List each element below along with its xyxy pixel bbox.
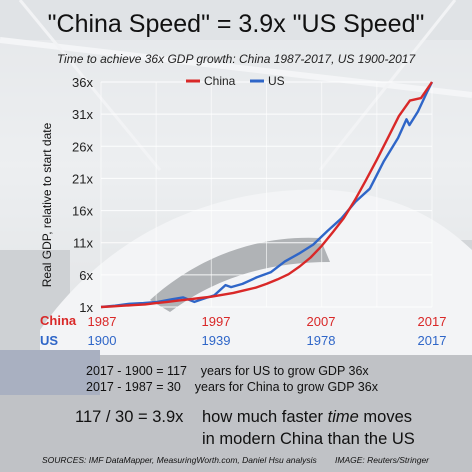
conclusion-text-b: moves [358, 408, 412, 426]
conclusion-italic: time [327, 408, 359, 426]
china-series-line [100, 81, 433, 309]
y-tick-label: 16x [72, 204, 93, 219]
speed-ratio: 117 / 30 = 3.9x [75, 408, 184, 426]
us-x-label: 2017 [418, 333, 447, 348]
us-series-line [100, 81, 434, 309]
china-years-stat: 2017 - 1987 = 30 years for China to grow… [86, 380, 378, 394]
us-years-stat: 2017 - 1900 = 117 years for US to grow G… [86, 364, 369, 378]
chart-subtitle: Time to achieve 36x GDP growth: China 19… [56, 52, 416, 66]
legend: China US [186, 74, 285, 88]
us-x-label: 1900 [88, 333, 117, 348]
image-credit: IMAGE: Reuters/Stringer [335, 455, 430, 465]
y-axis-ticks: 1x 6x 11x 16x 21x 26x 31x 36x [72, 75, 93, 315]
x-axis-labels: 1987 1997 2007 2017 1900 1939 1978 2017 [88, 314, 447, 348]
y-tick-label: 1x [79, 300, 93, 315]
china-x-label: 2007 [307, 314, 336, 329]
y-tick-label: 31x [72, 107, 93, 122]
us-axis-row-label: US [40, 333, 59, 348]
conclusion-line-2: in modern China than the US [202, 430, 415, 448]
y-tick-label: 36x [72, 75, 93, 90]
y-axis-label: Real GDP, relative to start date [40, 122, 54, 287]
y-tick-label: 11x [73, 236, 93, 251]
y-tick-label: 6x [79, 268, 93, 283]
conclusion-text-a: how much faster [202, 408, 328, 426]
china-axis-row-label: China [40, 313, 77, 328]
conclusion-line-1: how much faster time moves [202, 408, 412, 427]
series-lines [100, 81, 434, 309]
us-x-label: 1978 [307, 333, 336, 348]
china-x-label: 1987 [88, 314, 117, 329]
us-x-label: 1939 [202, 333, 231, 348]
legend-us-label: US [268, 74, 285, 88]
gridlines [100, 81, 433, 308]
y-tick-label: 21x [72, 171, 93, 186]
legend-china-label: China [204, 74, 236, 88]
china-x-label: 2017 [418, 314, 447, 329]
page-title: "China Speed" = 3.9x "US Speed" [47, 10, 425, 38]
sources-credit: SOURCES: IMF DataMapper, MeasuringWorth.… [42, 455, 317, 465]
china-x-label: 1997 [202, 314, 231, 329]
y-tick-label: 26x [72, 139, 93, 154]
